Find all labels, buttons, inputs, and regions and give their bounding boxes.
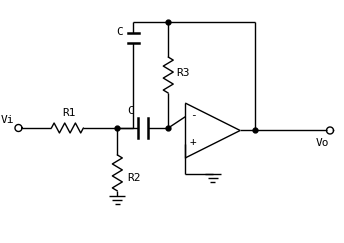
Text: Vi: Vi <box>1 115 14 125</box>
Text: R1: R1 <box>63 108 76 118</box>
Text: C: C <box>117 27 123 37</box>
Text: +: + <box>190 137 196 147</box>
Text: R2: R2 <box>127 173 141 183</box>
Text: Vo: Vo <box>315 139 329 148</box>
Text: -: - <box>190 110 196 120</box>
Text: C: C <box>127 106 134 116</box>
Text: R3: R3 <box>176 68 190 78</box>
